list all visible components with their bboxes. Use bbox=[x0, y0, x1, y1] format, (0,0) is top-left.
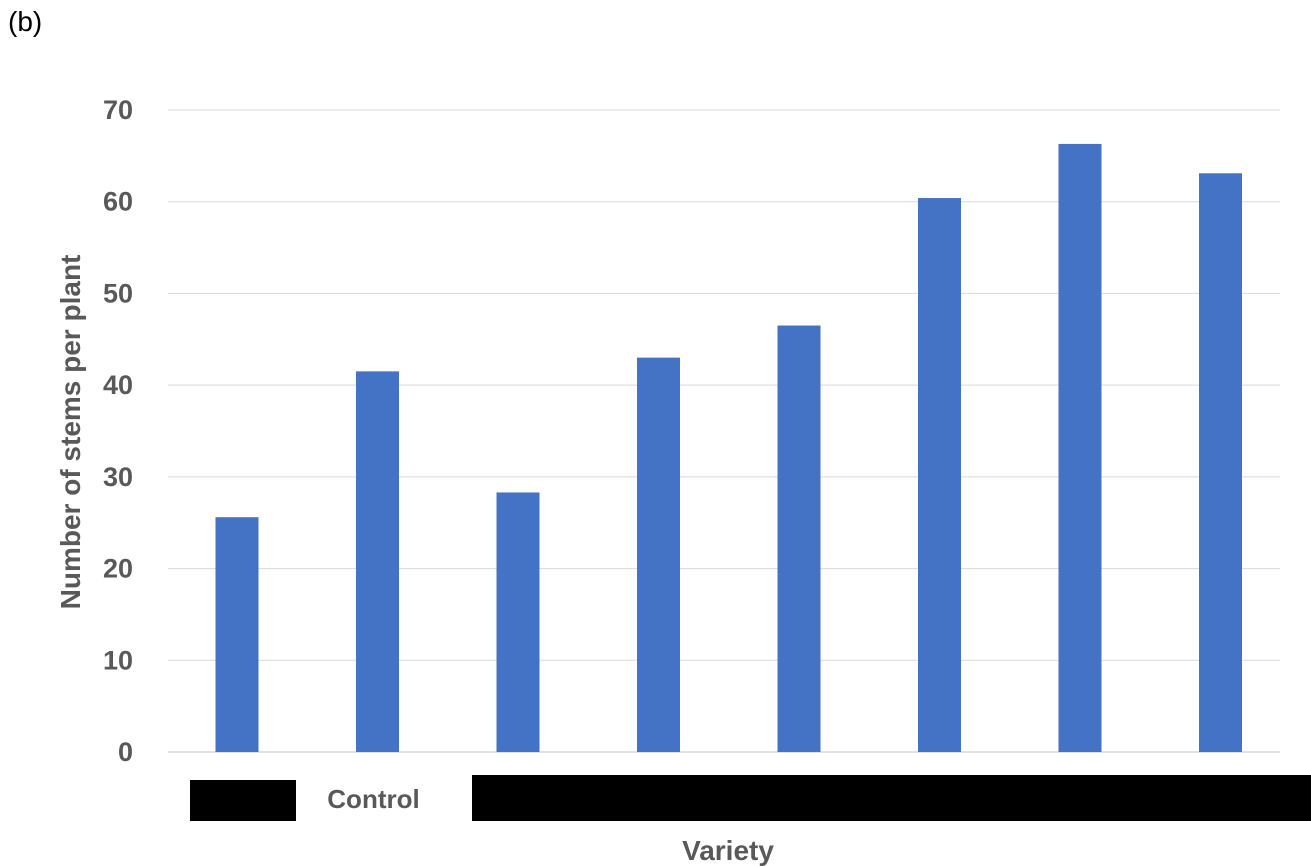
bar bbox=[777, 325, 821, 752]
bar bbox=[356, 371, 399, 752]
x-axis-title: Variety bbox=[682, 835, 774, 866]
y-tick-label: 70 bbox=[103, 95, 133, 125]
redaction-box bbox=[190, 780, 296, 821]
gridlines bbox=[168, 109, 1280, 753]
y-tick-label: 10 bbox=[103, 645, 133, 675]
bar bbox=[215, 517, 259, 752]
x-category-label: Control bbox=[327, 784, 419, 814]
x-axis-categories: Control bbox=[327, 784, 419, 814]
bar bbox=[918, 198, 961, 752]
y-axis-title: Number of stems per plant bbox=[55, 255, 86, 610]
y-tick-label: 30 bbox=[103, 462, 133, 492]
y-tick-label: 60 bbox=[103, 187, 133, 217]
y-tick-label: 20 bbox=[103, 554, 133, 584]
bars bbox=[215, 143, 1242, 753]
redaction-box bbox=[472, 775, 1311, 821]
bar bbox=[1058, 143, 1102, 753]
y-tick-label: 50 bbox=[103, 278, 133, 308]
bar bbox=[637, 357, 680, 752]
bar bbox=[496, 492, 540, 752]
panel-label: (b) bbox=[8, 6, 43, 37]
y-tick-label: 0 bbox=[118, 737, 133, 767]
category-redactions bbox=[190, 775, 1311, 821]
y-tick-label: 40 bbox=[103, 370, 133, 400]
bar bbox=[1199, 173, 1242, 753]
y-axis-ticks: 0 10 20 30 40 50 60 70 bbox=[103, 95, 133, 767]
